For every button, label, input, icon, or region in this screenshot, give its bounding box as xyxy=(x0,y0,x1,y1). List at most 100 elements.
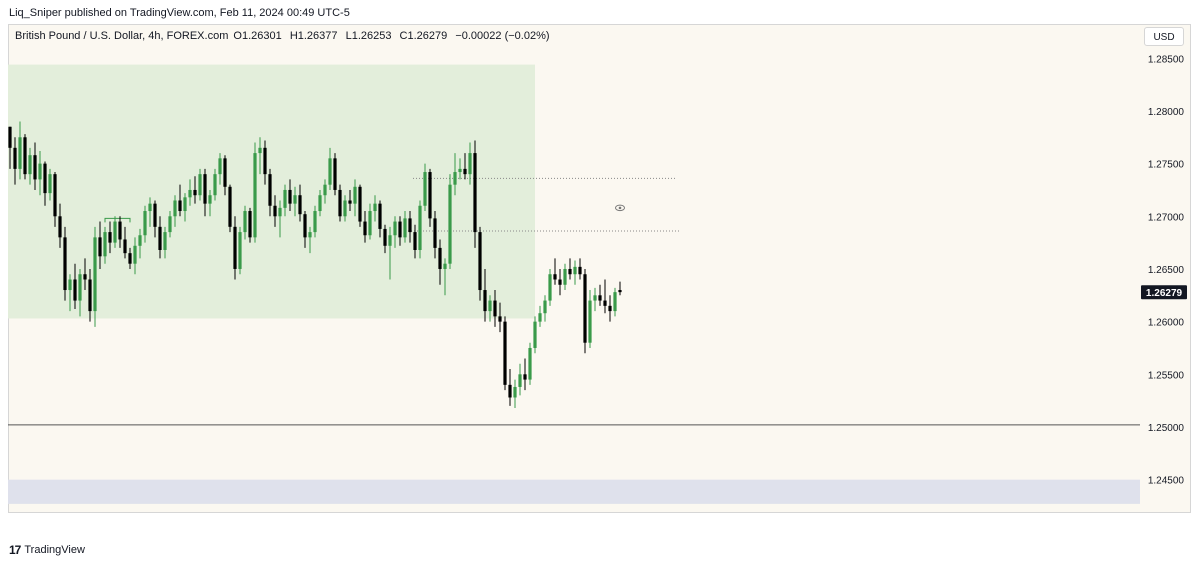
candle-body xyxy=(113,221,117,243)
candle-body xyxy=(238,232,242,269)
candle xyxy=(93,226,97,327)
candle-body xyxy=(293,195,297,204)
candle xyxy=(88,268,92,322)
candle xyxy=(538,305,542,327)
candle-body xyxy=(568,268,572,275)
candle-body xyxy=(263,147,267,175)
candle xyxy=(228,184,232,233)
price-chart[interactable]: 1.28500 1.28000 1.27500 1.27000 1.26500 1.260… xyxy=(8,24,1191,513)
candle-body xyxy=(328,158,332,185)
candle xyxy=(28,147,32,185)
candle-body xyxy=(143,211,147,236)
candle xyxy=(83,258,87,291)
candle xyxy=(13,137,17,185)
candle xyxy=(198,168,202,201)
candle-body xyxy=(118,221,122,240)
candle-body xyxy=(553,274,557,280)
candle xyxy=(303,211,307,248)
candle-body xyxy=(108,232,112,243)
candle xyxy=(108,221,112,254)
candle-body xyxy=(418,205,422,251)
candle xyxy=(123,226,127,259)
candle xyxy=(543,295,547,322)
candle xyxy=(18,121,22,180)
candle xyxy=(523,358,527,391)
candle xyxy=(413,224,417,259)
y-tick-label: 1.26000 xyxy=(1148,318,1185,329)
currency-button[interactable]: USD xyxy=(1144,27,1184,46)
y-tick-label: 1.24500 xyxy=(1148,476,1185,487)
candle-body xyxy=(83,274,87,280)
candle xyxy=(493,290,497,327)
candle xyxy=(248,207,252,243)
candle xyxy=(308,226,312,254)
y-tick-label: 1.28000 xyxy=(1148,107,1185,118)
candle xyxy=(478,226,482,301)
candle-body xyxy=(543,300,547,314)
candle-body xyxy=(308,232,312,238)
candle xyxy=(133,237,137,275)
candle-body xyxy=(223,158,227,187)
candle xyxy=(283,184,287,217)
candle xyxy=(158,216,162,259)
candle xyxy=(408,211,412,243)
candle-body xyxy=(288,189,292,204)
candle xyxy=(593,287,597,312)
candle-body xyxy=(558,279,562,285)
candle xyxy=(433,211,437,259)
ohlc-open: O1.26301 xyxy=(233,30,282,42)
candle xyxy=(598,284,602,306)
candle-body xyxy=(138,235,142,246)
candle-body xyxy=(598,295,602,301)
candle-body xyxy=(163,232,167,251)
candle xyxy=(533,316,537,354)
symbol-description[interactable]: British Pound / U.S. Dollar, 4h, FOREX.c… xyxy=(15,30,229,42)
candle xyxy=(338,184,342,222)
candle-body xyxy=(573,266,577,275)
candle xyxy=(368,203,372,240)
candle xyxy=(233,216,237,280)
candle xyxy=(263,140,267,185)
candle xyxy=(388,226,392,280)
candle-body xyxy=(373,203,377,212)
tradingview-logo[interactable]: 17 TradingView xyxy=(9,543,85,557)
candle xyxy=(33,142,37,190)
candle-body xyxy=(88,279,92,312)
candle-body xyxy=(453,172,457,185)
candle xyxy=(383,224,387,254)
candle xyxy=(113,216,117,248)
candle xyxy=(343,195,347,222)
candle xyxy=(38,150,42,196)
candle xyxy=(318,189,322,217)
y-tick-label: 1.28500 xyxy=(1148,54,1185,65)
candle-body xyxy=(168,216,172,233)
candle-body xyxy=(28,155,32,175)
candle-body xyxy=(53,174,57,217)
candle xyxy=(73,263,77,309)
candle-body xyxy=(98,237,102,257)
y-tick-label: 1.25500 xyxy=(1148,370,1185,381)
candle xyxy=(463,153,467,180)
candle xyxy=(443,258,447,296)
candle-body xyxy=(38,163,42,180)
candle xyxy=(43,161,47,206)
candle xyxy=(363,211,367,243)
candle xyxy=(473,140,477,248)
candle-body xyxy=(48,174,52,194)
candle-body xyxy=(513,386,517,398)
tradingview-logo-icon: 17 xyxy=(9,543,21,557)
candle-body xyxy=(13,147,17,169)
candle xyxy=(358,184,362,227)
candle-body xyxy=(123,239,127,254)
candle xyxy=(438,239,442,285)
candle-body xyxy=(173,200,177,217)
candle xyxy=(323,179,327,204)
candle xyxy=(68,274,72,312)
candle-body xyxy=(303,214,307,238)
candle-body xyxy=(358,186,362,222)
candle-body xyxy=(323,184,327,196)
candle xyxy=(238,226,242,275)
candle xyxy=(553,258,557,285)
candle-body xyxy=(128,253,132,264)
publisher-credit: Liq_Sniper published on TradingView.com,… xyxy=(9,7,350,19)
